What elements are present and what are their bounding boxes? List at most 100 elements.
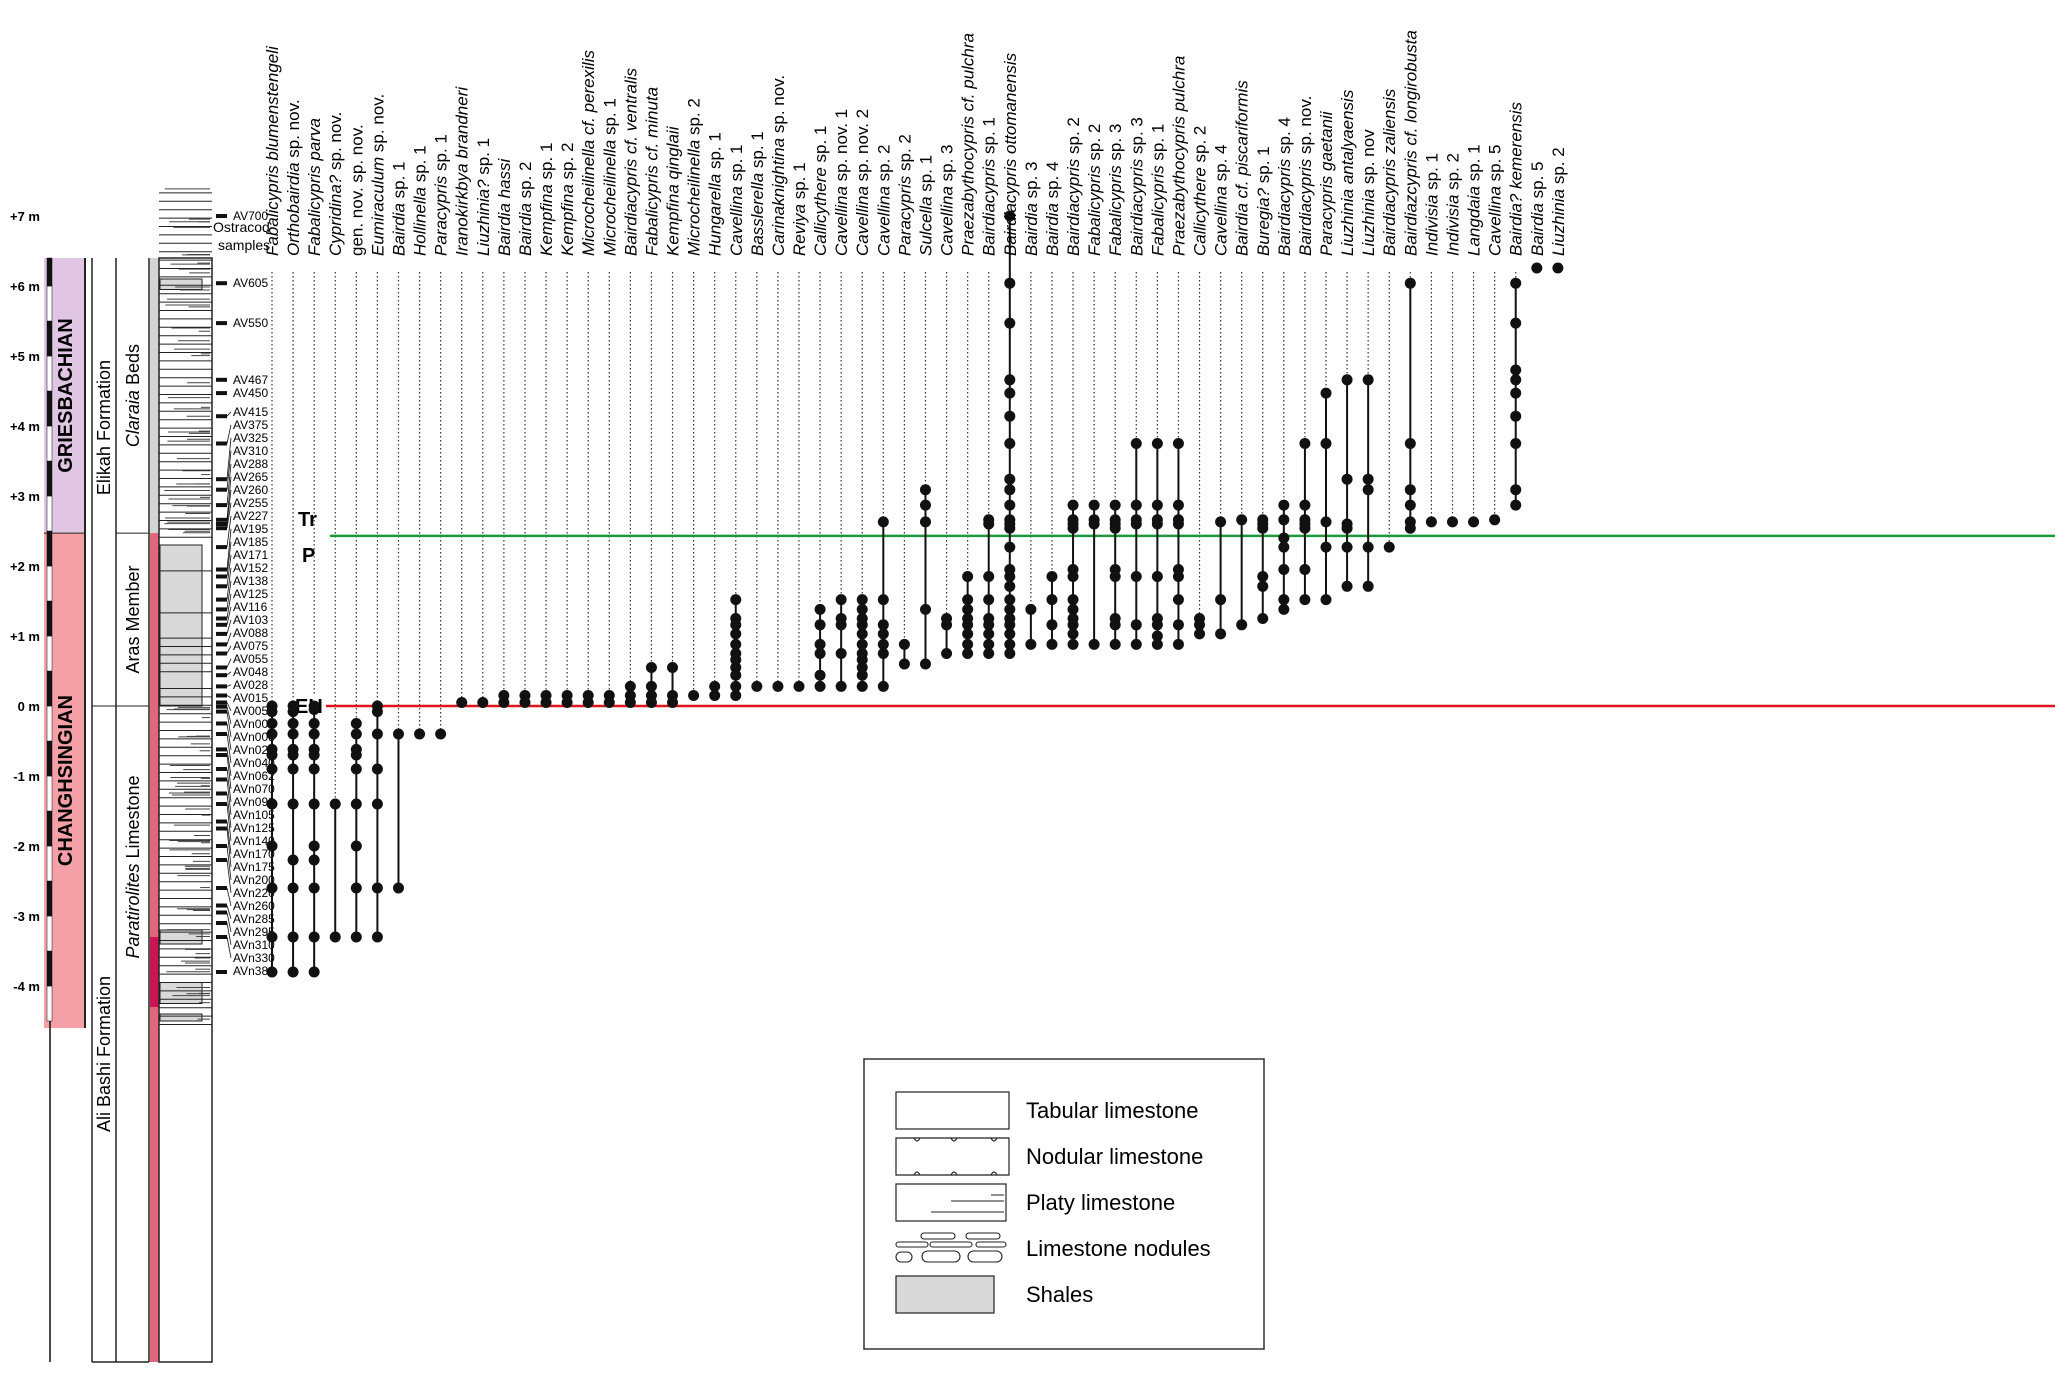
sample-leader [226,554,232,587]
occurrence-dot [1404,438,1416,449]
occurrence-dot [1004,410,1016,422]
occurrence-dot [350,728,362,740]
species-label: Paracypris sp. 1 [432,134,451,256]
species-epithet: sp. nov. [368,94,387,157]
y-tick-label: -4 m [13,979,40,994]
occurrence-dot [1004,210,1016,222]
stage-label: CHANGHSINGIAN [55,695,77,866]
formation-label: Elikah Formation [94,360,114,495]
legend-nodule [965,1232,1001,1240]
sample-tick [216,684,227,689]
sample-leader [226,541,232,577]
occurrence-dot [1299,594,1311,606]
sample-leader [226,450,232,490]
occurrence-dot [1109,499,1121,511]
sample-label: AVn105 [233,808,275,822]
legend-nodule [975,1241,1007,1248]
sample-label: AV088 [233,626,268,640]
sample-leader [226,515,232,548]
occurrence-dot [1299,564,1311,575]
sample-tick [216,791,227,796]
sample-leader [226,768,232,802]
sample-label: AVn090 [233,795,275,809]
species-epithet: brandneri [453,86,472,164]
y-tick-label: +7 m [10,209,40,224]
sample-label: AVn310 [233,938,275,952]
species-genus: Liuzhinia [1549,189,1568,256]
occurrence-dot [919,484,931,496]
sample-leader [226,476,232,520]
axis-scale-segment [46,600,53,637]
occurrence-dot [1278,603,1290,615]
species-label: Microcheilinella sp. 1 [600,98,619,256]
occurrence-dot [1046,619,1058,631]
sample-leader [226,779,232,815]
occurrence-dot [1278,514,1290,526]
occurrence-dot [814,638,826,650]
sample-tick [216,391,227,396]
occurrence-dot [1278,594,1290,606]
species-genus: Bairdiacypris [980,158,999,256]
occurrence-dot [1130,619,1142,631]
occurrence-dot [287,798,299,810]
occurrence-dot [962,594,974,606]
axis-scale-segment [46,985,53,1022]
axis-scale-segment [46,320,53,357]
species-genus: Cavellina [1212,186,1231,256]
sample-label: AV015 [233,691,268,705]
species-genus: Bairdiacypris [1296,158,1315,256]
occurrence-dot [435,728,447,740]
occurrence-dot [1341,374,1353,386]
occurrence-dot [814,603,826,615]
occurrence-dot [962,628,974,640]
occurrence-dot [1510,499,1522,511]
occurrence-dot [856,638,868,650]
occurrence-dot [709,690,721,701]
species-genus: Buregia? [1254,187,1273,256]
sample-leader [226,754,232,789]
species-genus: Paracypris [1317,175,1336,256]
occurrence-dot [1362,473,1374,485]
legend-nodule [929,1241,973,1248]
occurrence-dot [371,728,383,740]
occurrence-dot [1172,619,1184,631]
occurrence-dot [308,749,320,761]
occurrence-dot [1215,516,1227,528]
species-epithet: sp. 2 [685,98,704,140]
species-label: Microcheilinella cf. perexilis [579,50,598,256]
occurrence-dot [266,728,278,740]
occurrence-dot [1278,541,1290,553]
legend-swatch-nodular [895,1137,1010,1176]
sample-label: AV265 [233,470,268,484]
sample-label: AVn295 [233,925,275,939]
occurrence-dot [1299,522,1311,534]
occurrence-dot [1194,619,1206,631]
height-axis: +7 m +6 m +5 m +4 m +3 m +2 m +1 m 0 m -1 m -2 m -… [10,209,53,1362]
occurrence-dot [835,619,847,631]
species-label: gen. nov. sp. nov. [347,124,366,256]
species-label: Bairdia sp. 3 [1022,161,1041,256]
species-label: Fabalicypris sp. 1 [1148,124,1167,256]
sample-tick [216,522,227,526]
log-shale-interval [159,544,203,707]
occurrence-dot [1510,317,1522,329]
occurrence-dot [1130,571,1142,582]
member-label-rest: Limestone [123,775,143,863]
occurrence-dot [835,680,847,692]
species-epithet: sp. nov. 1 [832,109,851,186]
sample-leader [226,645,232,654]
species-epithet: antalyaensis [1338,89,1357,189]
species-genus: Cavellina [938,186,957,256]
occurrence-dot [1004,387,1016,399]
occurrence-dot [1257,580,1269,592]
occurrence-dot [350,763,362,775]
occurrence-dot [624,697,636,708]
species-label: Indivisia sp. 2 [1443,153,1462,256]
sample-leader [226,905,232,919]
occurrence-dot [1088,499,1100,511]
species-label: Sulcella sp. 1 [916,155,935,256]
occurrence-dot [266,706,278,718]
sample-tick [216,214,227,218]
species-label: Liuzhinia antalyaensis [1338,89,1357,256]
